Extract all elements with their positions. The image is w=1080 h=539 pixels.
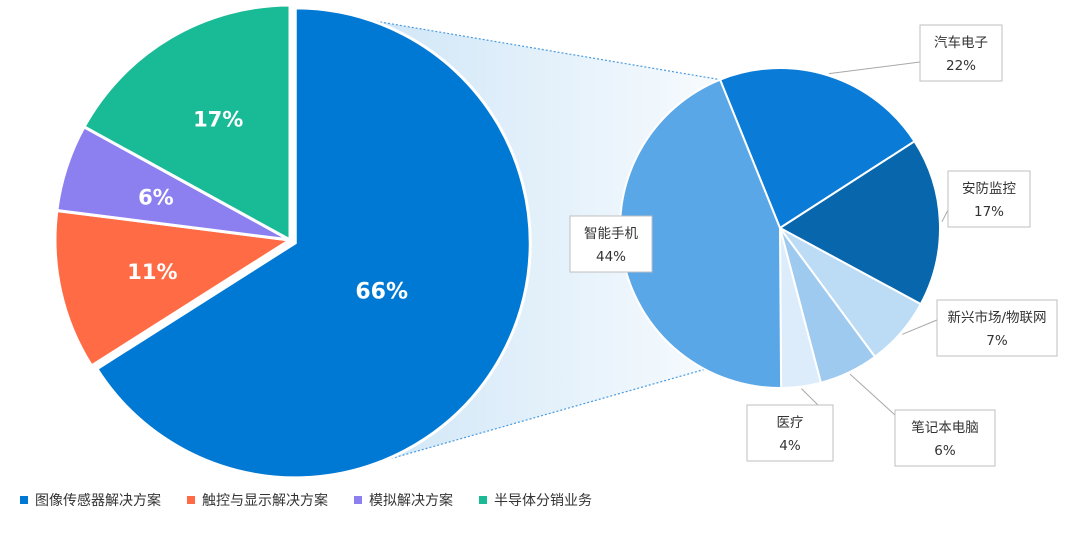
category-label: 笔记本电脑: [911, 420, 979, 436]
category-label: 新兴市场/物联网: [947, 309, 1046, 326]
legend-item: 触控与显示解决方案: [187, 490, 328, 510]
callout-labels: 汽车电子 22% 安防监控 17% 新兴市场/物联网 7% 笔记本电脑 6% 医疗 4% 智能手机 4…: [569, 24, 1058, 467]
callout-box: [894, 409, 996, 467]
legend-label: 半导体分销业务: [494, 493, 592, 509]
legend-swatch: [20, 496, 28, 504]
breakdown-pie: [618, 67, 941, 390]
connector-line: [297, 7, 721, 81]
callout-box: [746, 404, 834, 462]
pie-slice: [94, 6, 532, 480]
pie-slice: [53, 208, 295, 368]
legend-item: 半导体分销业务: [479, 490, 592, 510]
data-label: 4%: [779, 438, 801, 454]
category-label: 智能手机: [584, 226, 638, 242]
leader-line: [828, 61, 921, 75]
data-label: 7%: [986, 333, 1008, 349]
data-label: 6%: [138, 185, 174, 209]
callout-box: [919, 24, 1003, 82]
leader-line: [902, 319, 938, 335]
data-label: 44%: [596, 249, 626, 265]
pie-slice: [778, 139, 941, 306]
leader-line: [801, 388, 819, 406]
category-label: 医疗: [777, 415, 804, 431]
main-pie: 66% 11% 6% 17%: [53, 3, 532, 480]
callout-box: [569, 215, 653, 273]
leader-line: [849, 373, 896, 416]
data-label: 17%: [193, 108, 243, 132]
pie-slice: [82, 3, 292, 243]
callout-box: [947, 170, 1031, 228]
legend-label: 触控与显示解决方案: [202, 493, 328, 509]
data-label: 22%: [946, 58, 976, 74]
legend-swatch: [479, 496, 487, 504]
callout-box: [936, 299, 1058, 357]
legend-label: 模拟解决方案: [369, 493, 453, 509]
legend-swatch: [354, 496, 362, 504]
data-label: 66%: [355, 279, 408, 304]
leader-line: [941, 209, 949, 223]
legend-item: 图像传感器解决方案: [20, 490, 161, 510]
category-label: 汽车电子: [934, 34, 988, 51]
legend-swatch: [187, 496, 195, 504]
legend: 图像传感器解决方案 触控与显示解决方案 模拟解决方案 半导体分销业务: [20, 490, 592, 510]
category-label: 安防监控: [962, 181, 1016, 197]
data-label: 6%: [934, 443, 956, 459]
legend-label: 图像传感器解决方案: [35, 493, 161, 509]
pie-slice: [718, 67, 916, 230]
data-label: 17%: [974, 204, 1004, 220]
data-label: 11%: [127, 260, 177, 284]
legend-item: 模拟解决方案: [354, 490, 453, 510]
